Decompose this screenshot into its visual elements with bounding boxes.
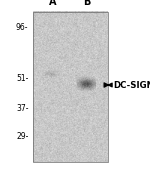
Text: B: B (83, 0, 91, 7)
Text: 96-: 96- (16, 22, 28, 32)
Bar (33, 12, 108, 162)
Text: A: A (49, 0, 56, 7)
Text: 29-: 29- (16, 131, 28, 141)
Text: 51-: 51- (16, 74, 28, 83)
Text: 37-: 37- (16, 104, 28, 113)
Text: DC-SIGN: DC-SIGN (113, 80, 150, 90)
